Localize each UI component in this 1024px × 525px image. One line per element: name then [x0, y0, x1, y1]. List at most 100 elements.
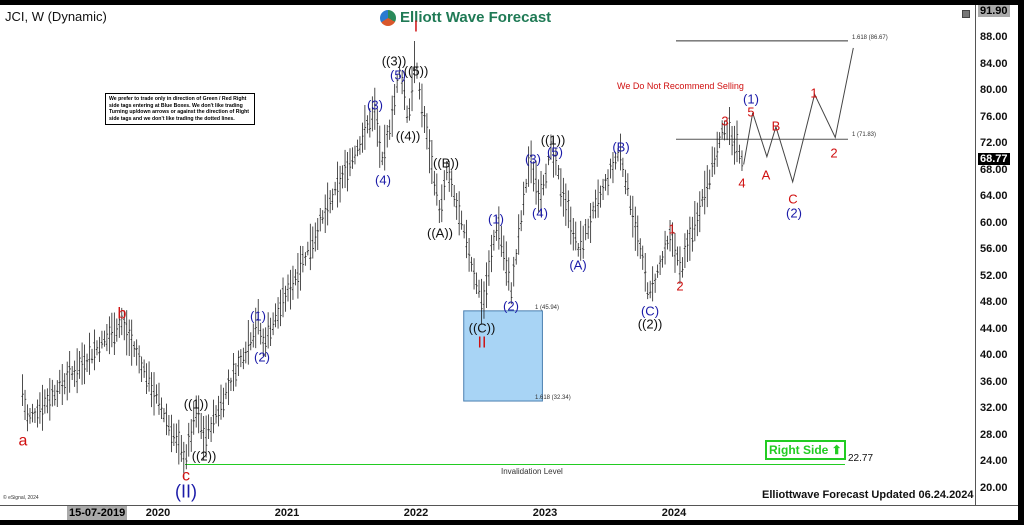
price-bar	[160, 397, 163, 420]
price-bar	[433, 170, 436, 196]
price-bar	[304, 252, 307, 266]
price-bar	[157, 382, 161, 415]
y-tick-label: 32.00	[980, 402, 1008, 415]
price-bar	[53, 384, 56, 406]
settings-icon[interactable]	[962, 10, 970, 18]
price-bar	[274, 303, 277, 328]
price-bar	[249, 332, 252, 351]
price-bar	[673, 232, 677, 273]
price-bar	[351, 147, 354, 169]
price-bar	[457, 191, 461, 236]
wave-label: c	[182, 467, 190, 485]
price-bar	[229, 377, 233, 392]
price-bar	[398, 64, 401, 78]
price-bar	[132, 341, 136, 358]
price-bar	[75, 348, 79, 394]
price-bar	[212, 399, 215, 434]
price-bar	[395, 74, 399, 93]
wave-label: ((C))	[468, 320, 496, 336]
price-bar	[715, 131, 719, 167]
price-bar	[125, 310, 128, 356]
wave-label: I	[413, 18, 419, 36]
y-tick-label: 44.00	[980, 322, 1008, 335]
price-bar	[490, 234, 493, 273]
price-bar	[80, 342, 84, 385]
price-bar	[224, 382, 228, 400]
price-bar	[383, 124, 386, 171]
price-bar	[477, 279, 481, 298]
price-bar	[204, 415, 208, 458]
wave-label: (3)	[525, 151, 541, 167]
price-bar	[120, 307, 123, 336]
price-bar	[219, 384, 223, 420]
price-bar	[177, 419, 181, 465]
price-bar	[135, 339, 138, 366]
price-bar	[430, 139, 434, 185]
price-bar	[85, 353, 89, 372]
blue-box	[463, 310, 543, 402]
price-bar	[338, 165, 342, 203]
price-bar	[678, 246, 682, 284]
price-bar	[311, 226, 314, 259]
price-bar	[666, 235, 669, 250]
y-tick-label: 28.00	[980, 428, 1008, 441]
price-bar	[448, 160, 451, 192]
price-bar	[56, 380, 59, 408]
wave-label: C	[788, 191, 798, 207]
time-axis[interactable]: 15-07-2019 2020 2021 2022 2023 2024	[0, 505, 1018, 520]
price-bar	[336, 161, 339, 208]
y-tick-label: 64.00	[980, 190, 1008, 203]
price-bar	[663, 230, 667, 265]
price-bar	[552, 136, 555, 178]
price-bar	[172, 423, 176, 447]
y-tick-label: 40.00	[980, 349, 1008, 362]
price-bar	[319, 208, 322, 232]
price-bar	[495, 215, 498, 241]
x-tick-label: 2021	[274, 507, 300, 519]
wave-label: (2)	[786, 205, 802, 221]
price-bar	[701, 189, 704, 207]
price-bar	[631, 195, 635, 238]
price-bar	[510, 282, 513, 305]
price-bar	[671, 222, 674, 257]
price-bar	[527, 146, 530, 187]
y-tick-label: 76.00	[980, 110, 1008, 123]
price-bar	[353, 145, 357, 165]
price-bar	[286, 274, 290, 302]
price-bar	[63, 373, 66, 395]
wave-label: (4)	[532, 205, 548, 221]
price-bar	[443, 170, 446, 201]
price-bar	[648, 280, 652, 299]
wave-label: (B)	[612, 139, 630, 155]
price-bar	[500, 225, 503, 257]
price-axis[interactable]: 88.00 84.00 80.00 76.00 72.00 68.00 64.00 60.00…	[975, 5, 1018, 505]
chart-plot-area[interactable]: JCI, W (Dynamic) Elliott Wave Forecast W…	[0, 5, 975, 505]
price-bar	[589, 203, 592, 244]
price-bar	[485, 262, 488, 309]
price-bar	[214, 405, 218, 424]
price-bar	[646, 282, 649, 300]
price-bar	[363, 104, 367, 150]
price-bar	[735, 120, 739, 163]
wave-label: A	[761, 167, 771, 183]
x-tick-label: 2020	[145, 507, 171, 519]
price-bar	[207, 414, 210, 439]
price-bar	[676, 246, 679, 266]
wave-label: (C)	[640, 303, 660, 319]
wave-label: (3)	[367, 97, 383, 113]
price-bar	[567, 190, 570, 229]
price-bar	[711, 146, 714, 177]
price-bar	[341, 165, 344, 189]
wave-label: II	[477, 334, 487, 352]
price-bar	[723, 120, 726, 141]
price-bar	[438, 199, 441, 224]
y-tick-label: 68.00	[980, 163, 1008, 176]
price-bar	[142, 359, 146, 378]
wave-label: 4	[738, 175, 746, 191]
price-bar	[58, 369, 61, 394]
price-bar	[641, 245, 644, 270]
price-bar	[621, 157, 625, 177]
price-bar	[651, 266, 654, 302]
price-bar	[328, 190, 332, 214]
price-bar	[93, 329, 96, 371]
